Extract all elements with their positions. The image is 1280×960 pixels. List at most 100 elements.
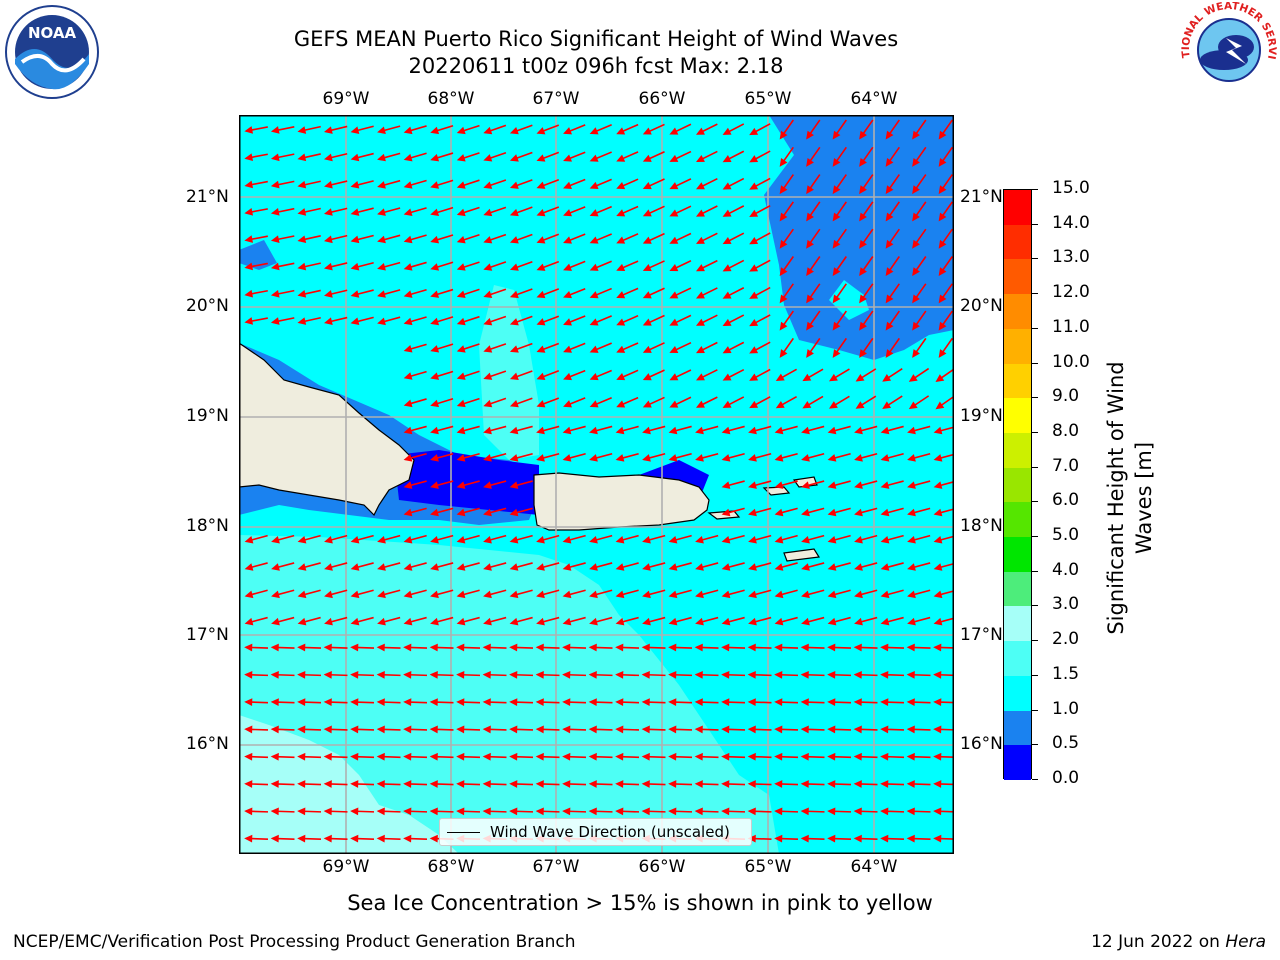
wind-wave-arrowhead [509, 508, 519, 517]
graticule [239, 115, 954, 854]
wind-wave-arrowhead [721, 508, 731, 517]
wind-wave-arrowhead [589, 400, 599, 408]
wind-wave-arrowhead [563, 400, 572, 408]
wind-wave-arrowhead [802, 373, 812, 382]
colorbar-label-line1: Significant Height of Wind [1104, 361, 1128, 635]
colorbar-segment [1004, 224, 1031, 260]
wind-wave-arrowhead [800, 752, 809, 761]
wind-wave-arrowhead [376, 807, 385, 816]
wind-wave-arrowhead [747, 780, 756, 788]
wind-wave-arrowhead [721, 535, 731, 544]
wind-wave-arrowhead [403, 399, 413, 408]
colorbar-tick-label: 6.0 [1052, 490, 1080, 511]
wind-wave-arrowhead [430, 290, 440, 298]
wind-wave-arrowhead [854, 426, 863, 435]
wind-wave-arrowhead [536, 154, 546, 162]
wind-wave-arrowhead [350, 208, 360, 216]
wind-wave-arrowhead [801, 508, 810, 517]
colorbar-segment [1004, 571, 1031, 607]
wind-wave-arrowhead [722, 291, 732, 299]
wind-wave-arrowhead [642, 373, 652, 381]
colorbar-tick-label: 4.0 [1052, 559, 1080, 580]
wind-wave-arrowhead [749, 373, 759, 381]
colorbar-segment [1004, 398, 1031, 433]
nws-logo: NATIONAL WEATHER SERVICE [1180, 2, 1278, 95]
wind-wave-arrowhead [563, 181, 572, 189]
wind-wave-arrowhead [774, 590, 784, 599]
wind-wave-arrowhead [779, 267, 788, 277]
colorbar-segment [1004, 710, 1031, 746]
colorbar-tick-label: 0.5 [1052, 733, 1080, 754]
wind-wave-arrowhead [562, 752, 571, 761]
wind-wave-arrowhead [721, 752, 730, 761]
colorbar-tick-label: 8.0 [1052, 420, 1080, 441]
wind-wave-arrowhead [885, 185, 894, 195]
wind-wave-arrowhead [429, 780, 438, 788]
sea-ice-caption: Sea Ice Concentration > 15% is shown in … [347, 891, 933, 915]
wind-wave-arrowhead [535, 780, 544, 788]
wind-wave-arrowhead [721, 617, 731, 626]
wind-wave-arrowhead [722, 318, 732, 326]
wind-wave-arrowhead [669, 400, 679, 408]
wind-wave-arrowhead [616, 209, 626, 217]
wind-wave-arrowhead [806, 267, 814, 277]
colorbar-tick-mark [1032, 362, 1038, 364]
wind-wave-arrowhead [859, 130, 867, 140]
wind-wave-arrowhead [642, 209, 652, 217]
colorbar-tick-mark [1032, 327, 1038, 329]
wind-wave-arrowhead [642, 454, 651, 462]
wind-wave-arrowhead [616, 373, 626, 381]
wind-wave-arrowhead [749, 182, 759, 190]
wind-wave-arrowhead [403, 126, 413, 135]
wind-wave-arrowhead [749, 318, 759, 327]
wind-wave-arrowhead [748, 563, 757, 571]
wind-wave-arrowhead [722, 346, 732, 354]
wind-wave-arrowhead [430, 235, 440, 244]
wind-wave-arrowhead [244, 752, 253, 761]
wind-wave-arrowhead [694, 670, 703, 679]
wind-wave-arrowhead [589, 617, 598, 626]
wind-wave-arrowhead [403, 181, 413, 189]
wind-wave-arrowhead [906, 698, 915, 707]
wind-wave-arrowhead [350, 698, 359, 707]
colorbar-tick-label: 13.0 [1052, 247, 1090, 268]
wind-wave-arrowhead [774, 670, 783, 679]
wind-wave-arrowhead [483, 317, 493, 326]
wind-wave-arrowhead [483, 236, 493, 244]
colorbar-tick-label: 1.5 [1052, 663, 1080, 684]
wind-wave-arrowhead [589, 291, 599, 299]
wind-wave-arrowhead [562, 617, 572, 626]
wind-wave-arrowhead [376, 780, 385, 788]
contour-patch-w [239, 240, 277, 270]
wind-wave-arrowhead [270, 698, 279, 707]
colorbar-tick-label: 10.0 [1052, 351, 1090, 372]
wind-wave-arrowhead [827, 481, 837, 489]
wind-wave-arrowhead [536, 208, 546, 217]
wind-wave-arrowhead [880, 670, 889, 679]
wind-wave-arrowhead [880, 563, 890, 571]
colorbar-tick-label: 15.0 [1052, 178, 1090, 198]
lat-label-left: 20°N [186, 296, 229, 316]
wind-wave-arrowhead [806, 349, 814, 358]
wind-wave-arrowhead [827, 426, 837, 435]
wind-wave-arrowhead [880, 725, 889, 734]
wind-wave-arrowhead [748, 454, 757, 462]
wind-wave-arrowhead [641, 698, 650, 707]
wind-wave-arrowhead [483, 345, 493, 353]
wind-wave-arrowhead [801, 454, 810, 462]
wind-wave-arrowhead [668, 725, 677, 734]
wind-wave-arrowhead [747, 643, 756, 652]
wind-wave-arrowhead [668, 807, 677, 816]
wind-wave-arrowhead [779, 185, 788, 195]
wind-wave-arrowhead [589, 318, 599, 326]
wind-wave-arrowhead [722, 373, 732, 381]
legend-label: Wind Wave Direction (unscaled) [490, 823, 730, 841]
wind-wave-arrowhead [695, 346, 705, 354]
map-subtitle: 20220611 t00z 096h fcst Max: 2.18 [408, 54, 784, 78]
wind-wave-arrowhead [271, 590, 280, 599]
wind-wave-arrowhead [800, 643, 809, 652]
lat-label-right: 19°N [960, 406, 1003, 426]
wind-wave-arrowhead [800, 807, 809, 816]
wind-wave-arrowhead [403, 208, 413, 216]
wind-wave-arrowhead [563, 372, 572, 381]
